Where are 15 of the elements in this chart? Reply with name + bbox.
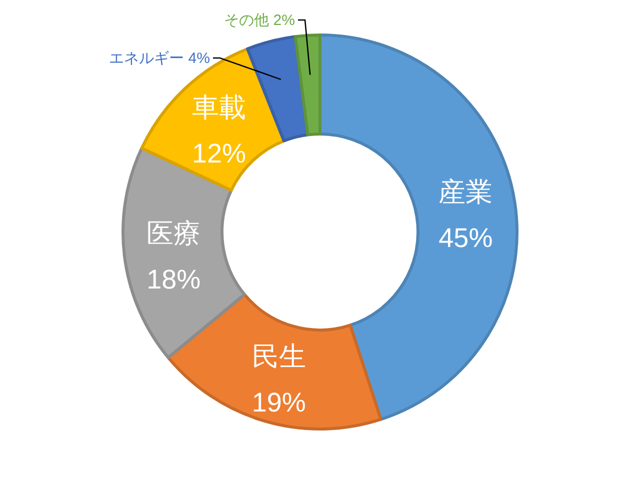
donut-slice [318, 34, 518, 421]
data-label: 45% [438, 222, 493, 253]
slice-label: 車載 [192, 92, 246, 122]
data-label: 18% [146, 264, 201, 294]
donut-slice [140, 47, 286, 192]
donut-slice [294, 34, 322, 136]
slice-label: その他 2% [224, 12, 295, 29]
slice-label: エネルギー 4% [109, 50, 210, 67]
donut-slice [166, 292, 382, 430]
donut-slice [246, 35, 310, 142]
data-label: 19% [252, 388, 306, 418]
slice-label: 医療 [146, 218, 201, 248]
data-label: 12% [192, 138, 246, 168]
slice-label: 民生 [252, 342, 306, 372]
slice-label: 産業 [438, 176, 493, 207]
